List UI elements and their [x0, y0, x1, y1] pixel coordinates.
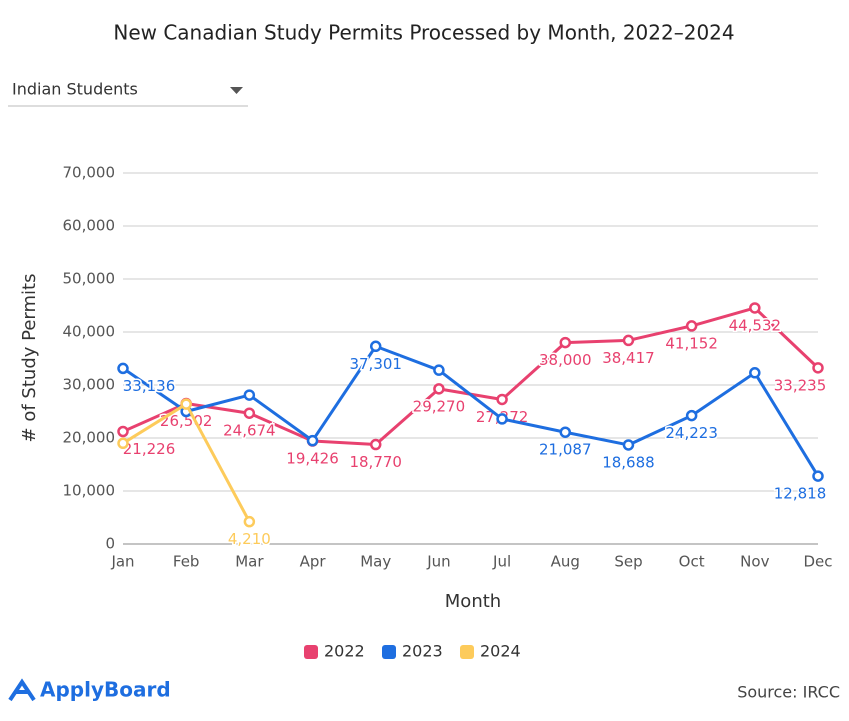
- x-tick-label: May: [360, 553, 391, 571]
- y-axis-title: # of Study Permits: [19, 274, 40, 443]
- brand: ApplyBoard: [40, 678, 171, 702]
- y-tick-label: 20,000: [63, 429, 116, 447]
- data-label: 21,087: [539, 441, 592, 459]
- marker: [812, 470, 824, 482]
- x-tick-label: Jan: [110, 553, 134, 571]
- marker: [812, 362, 824, 374]
- marker: [622, 439, 635, 451]
- x-tick-label: Feb: [173, 553, 200, 571]
- legend-swatch: [460, 645, 474, 659]
- data-label: 33,235: [774, 376, 827, 394]
- y-tick-label: 60,000: [63, 217, 116, 235]
- data-label: 44,532: [729, 316, 782, 334]
- x-tick-label: Aug: [551, 553, 580, 571]
- x-tick-label: Sep: [614, 553, 642, 571]
- data-label: 12,818: [774, 485, 827, 503]
- marker: [117, 437, 129, 450]
- marker: [243, 389, 256, 401]
- data-label: 33,136: [123, 377, 176, 395]
- series: 21,22626,50224,67419,42618,77029,27027,2…: [117, 302, 828, 473]
- data-label: 24,674: [223, 422, 276, 440]
- legend-label: 2022: [324, 642, 365, 661]
- legend-swatch: [304, 645, 318, 659]
- marker: [749, 367, 761, 379]
- chart-title: New Canadian Study Permits Processed by …: [113, 21, 734, 45]
- marker: [369, 340, 382, 353]
- marker: [749, 302, 761, 314]
- marker: [243, 515, 256, 528]
- data-label: 41,152: [665, 334, 718, 352]
- x-tick-label: Apr: [300, 553, 327, 571]
- marker: [496, 393, 508, 406]
- data-label: 19,426: [286, 450, 339, 468]
- x-tick-label: Nov: [740, 553, 769, 571]
- marker: [559, 426, 572, 438]
- x-tick-label: Jul: [492, 553, 511, 571]
- data-label: 18,688: [602, 453, 655, 471]
- marker: [117, 425, 129, 438]
- y-tick-label: 40,000: [63, 323, 116, 341]
- legend-swatch: [382, 645, 396, 659]
- data-label: 21,226: [123, 440, 176, 458]
- series: 4,210: [117, 398, 272, 550]
- data-label: 24,223: [665, 424, 718, 442]
- logo-icon: [8, 678, 36, 702]
- dropdown-arrow[interactable]: [230, 87, 243, 94]
- marker: [180, 398, 192, 410]
- x-tick-label: Dec: [803, 553, 832, 571]
- data-label: 4,210: [228, 530, 271, 548]
- marker: [496, 413, 508, 425]
- line: [122, 344, 820, 477]
- marker: [433, 383, 445, 395]
- marker: [685, 320, 698, 332]
- series: 33,136 37,301 21,087 18,688 24,223 12,818: [117, 340, 828, 504]
- legend-label: 2023: [402, 642, 443, 661]
- marker: [243, 407, 256, 419]
- dropdown-value[interactable]: Indian Students: [12, 80, 138, 99]
- data-label: 29,270: [413, 397, 466, 415]
- marker: [433, 364, 445, 376]
- data-label: 18,770: [349, 453, 402, 471]
- data-label: 38,000: [539, 351, 592, 369]
- source: Source: IRCC: [737, 683, 840, 702]
- marker: [306, 434, 319, 447]
- logo: ApplyBoard: [8, 678, 171, 702]
- y-tick-label: 30,000: [63, 376, 116, 394]
- y-tick-label: 0: [105, 535, 115, 553]
- marker: [117, 362, 129, 375]
- marker: [685, 409, 698, 422]
- x-axis-title: Month: [445, 591, 501, 612]
- marker: [622, 334, 635, 347]
- marker: [369, 438, 382, 451]
- y-tick-label: 70,000: [63, 164, 116, 182]
- marker: [559, 336, 572, 349]
- x-tick-label: Jun: [426, 553, 450, 571]
- y-tick-label: 10,000: [63, 482, 116, 500]
- legend-label: 2024: [480, 642, 521, 661]
- x-tick-label: Oct: [679, 553, 705, 571]
- data-label: 38,417: [602, 349, 655, 367]
- dropdown[interactable]: Indian Students: [8, 80, 248, 107]
- data-label: 37,301: [349, 355, 402, 373]
- x-tick-label: Mar: [235, 553, 264, 571]
- y-tick-label: 50,000: [63, 270, 116, 288]
